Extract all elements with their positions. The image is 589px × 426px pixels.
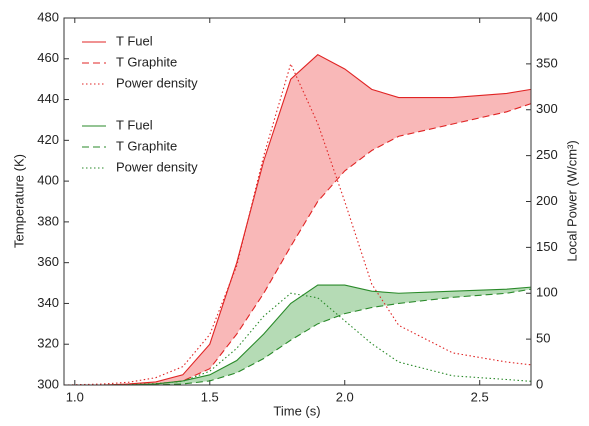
x-tick-label: 2.5 [471,389,489,404]
x-tick-label: 2.0 [336,389,354,404]
y-tick-label: 460 [37,50,59,65]
x-tick-label: 1.5 [201,389,219,404]
legend-label: T Graphite [116,54,177,69]
y2-tick-label: 0 [536,376,543,391]
y-tick-label: 360 [37,254,59,269]
legend-label: T Fuel [116,33,153,48]
legend-label: Power density [116,159,198,174]
y2-tick-label: 50 [536,331,550,346]
y-tick-label: 300 [37,376,59,391]
y2-tick-label: 200 [536,193,558,208]
y-tick-label: 320 [37,336,59,351]
shaded-band [64,285,531,385]
y-tick-label: 380 [37,213,59,228]
legend-label: T Fuel [116,117,153,132]
data-line [64,54,532,386]
y2-tick-label: 100 [536,285,558,300]
y-tick-label: 400 [37,173,59,188]
shaded-band [64,54,531,385]
y2-tick-label: 300 [536,101,558,116]
y2-tick-label: 400 [536,9,558,24]
y-tick-label: 420 [37,132,59,147]
plot-frame [63,17,532,386]
y-tick-label: 480 [37,9,59,24]
data-line [63,62,532,386]
y2-tick-label: 350 [536,55,558,70]
legend-label: Power density [116,75,198,90]
x-tick-label: 1.0 [66,389,84,404]
x-axis-label: Time (s) [273,403,320,418]
y2-axis-label: Local Power (W/cm³) [564,140,579,261]
y2-tick-label: 150 [536,239,558,254]
y2-tick-label: 250 [536,147,558,162]
legend-label: T Graphite [116,138,177,153]
y-tick-label: 340 [37,295,59,310]
y-axis-label: Temperature (K) [11,154,26,248]
y-tick-label: 440 [37,91,59,106]
